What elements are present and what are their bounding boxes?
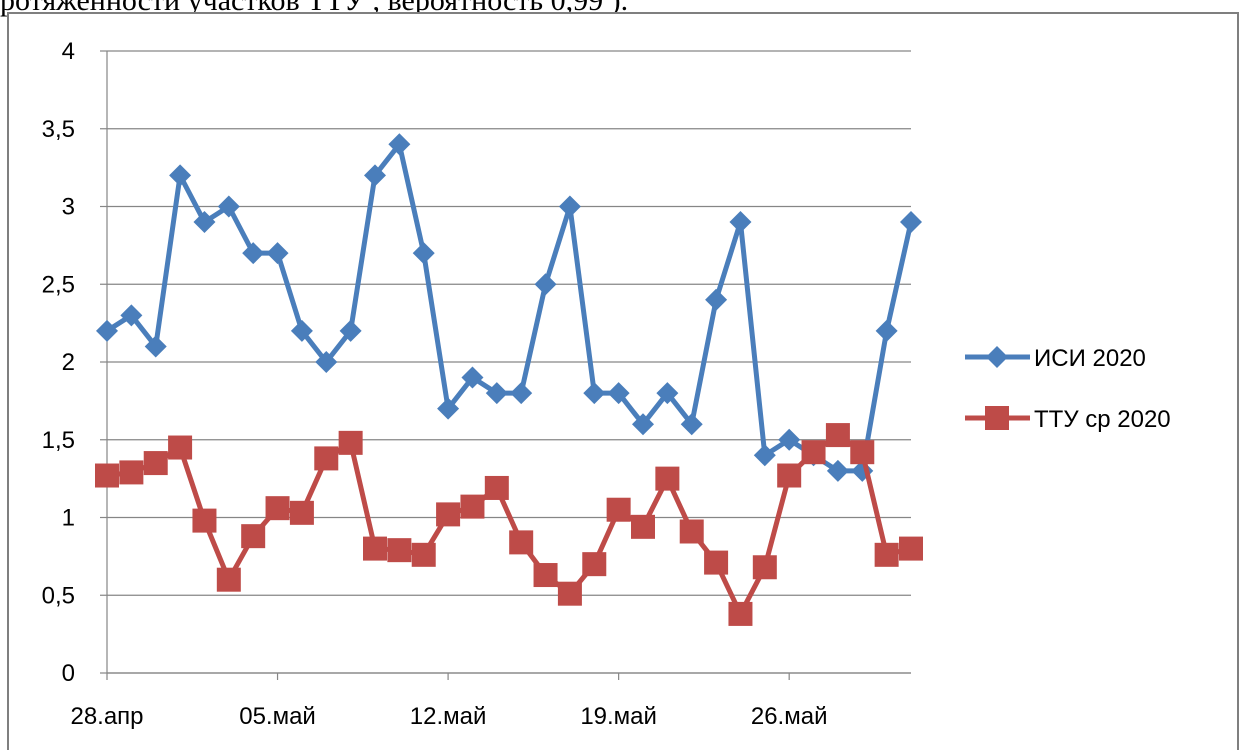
y-tick-label: 1 bbox=[62, 505, 75, 532]
data-point bbox=[169, 164, 192, 187]
y-tick-label: 0,5 bbox=[42, 582, 75, 609]
data-point bbox=[558, 195, 581, 218]
data-point bbox=[168, 435, 193, 460]
data-point bbox=[705, 288, 728, 311]
data-point bbox=[290, 319, 313, 342]
y-tick-label: 0 bbox=[62, 660, 75, 687]
data-point bbox=[388, 133, 411, 156]
data-point bbox=[192, 508, 217, 533]
data-point bbox=[144, 335, 167, 358]
data-point bbox=[826, 459, 849, 482]
data-point bbox=[363, 536, 387, 561]
data-point bbox=[900, 211, 922, 234]
data-point bbox=[241, 524, 266, 549]
data-point bbox=[314, 446, 339, 471]
data-point bbox=[460, 494, 485, 519]
data-point bbox=[242, 242, 265, 265]
data-point bbox=[387, 538, 412, 563]
data-point bbox=[679, 519, 704, 544]
data-point bbox=[850, 440, 875, 465]
x-tick-label: 19.май bbox=[580, 703, 657, 730]
data-point bbox=[557, 581, 582, 606]
data-point bbox=[411, 542, 436, 567]
y-tick-label: 3 bbox=[62, 194, 75, 221]
data-point bbox=[339, 319, 362, 342]
legend-label: ТТУ ср 2020 bbox=[1034, 406, 1171, 433]
data-point bbox=[778, 428, 801, 451]
legend-item-1: ИСИ 2020 bbox=[965, 345, 1146, 372]
data-point bbox=[216, 567, 241, 592]
data-point bbox=[510, 382, 533, 405]
data-point bbox=[752, 555, 777, 580]
data-point bbox=[801, 440, 826, 465]
legend-marker bbox=[985, 406, 1009, 430]
series-group bbox=[95, 133, 923, 626]
data-point bbox=[509, 530, 534, 555]
data-point bbox=[533, 563, 558, 588]
data-point bbox=[461, 366, 484, 389]
data-point bbox=[265, 496, 290, 521]
data-point bbox=[583, 382, 606, 405]
data-point bbox=[875, 319, 898, 342]
data-point bbox=[655, 466, 680, 491]
series-1 bbox=[96, 133, 922, 482]
data-point bbox=[95, 463, 119, 488]
data-point bbox=[266, 242, 289, 265]
data-point bbox=[289, 500, 314, 525]
data-point bbox=[96, 319, 118, 342]
legend-label: ИСИ 2020 bbox=[1034, 345, 1146, 372]
data-point bbox=[412, 242, 435, 265]
data-point bbox=[777, 463, 802, 488]
series-2 bbox=[95, 423, 923, 626]
legend-item-2: ТТУ ср 2020 bbox=[965, 406, 1171, 433]
y-tick-label: 4 bbox=[62, 38, 75, 65]
data-point bbox=[632, 413, 654, 436]
y-tick-label: 2,5 bbox=[42, 271, 75, 298]
data-point bbox=[704, 550, 729, 575]
data-point bbox=[119, 460, 144, 485]
data-point bbox=[607, 382, 630, 405]
x-tick-label: 12.май bbox=[410, 703, 487, 730]
data-point bbox=[631, 514, 655, 539]
data-point bbox=[364, 164, 386, 187]
data-point bbox=[143, 451, 168, 476]
data-point bbox=[606, 497, 631, 522]
data-point bbox=[193, 211, 216, 234]
y-tick-label: 1,5 bbox=[42, 427, 75, 454]
data-point bbox=[484, 475, 509, 500]
series-line bbox=[105, 141, 914, 474]
x-tick-label: 05.май bbox=[239, 703, 316, 730]
chart-frame bbox=[7, 12, 1239, 750]
data-point bbox=[534, 273, 557, 296]
data-point bbox=[729, 211, 752, 234]
series-line bbox=[106, 432, 912, 617]
data-point bbox=[437, 397, 460, 420]
data-point bbox=[338, 430, 363, 455]
data-point bbox=[315, 351, 338, 373]
y-tick-label: 3,5 bbox=[42, 116, 75, 143]
y-axis-tick-labels: 0 0,5 1 1,5 2 2,5 3 3,5 4 bbox=[42, 38, 75, 687]
data-point bbox=[825, 423, 850, 448]
data-point bbox=[874, 542, 899, 567]
data-point bbox=[899, 536, 923, 561]
y-tick-label: 2 bbox=[62, 349, 75, 376]
data-point bbox=[656, 382, 679, 405]
data-point bbox=[728, 601, 753, 626]
x-tick-label: 28.апр bbox=[70, 703, 143, 730]
legend-marker bbox=[986, 346, 1008, 368]
data-point bbox=[485, 382, 508, 405]
data-point bbox=[217, 195, 240, 218]
data-point bbox=[753, 444, 776, 467]
data-point bbox=[436, 502, 461, 527]
data-point bbox=[582, 552, 607, 577]
x-axis-tick-labels: 28.апр 05.май 12.май 19.май 26.май bbox=[70, 703, 827, 730]
data-point bbox=[680, 413, 703, 436]
legend: ИСИ 2020 ТТУ ср 2020 bbox=[965, 345, 1171, 433]
data-point bbox=[120, 304, 143, 327]
x-tick-label: 26.май bbox=[751, 703, 828, 730]
